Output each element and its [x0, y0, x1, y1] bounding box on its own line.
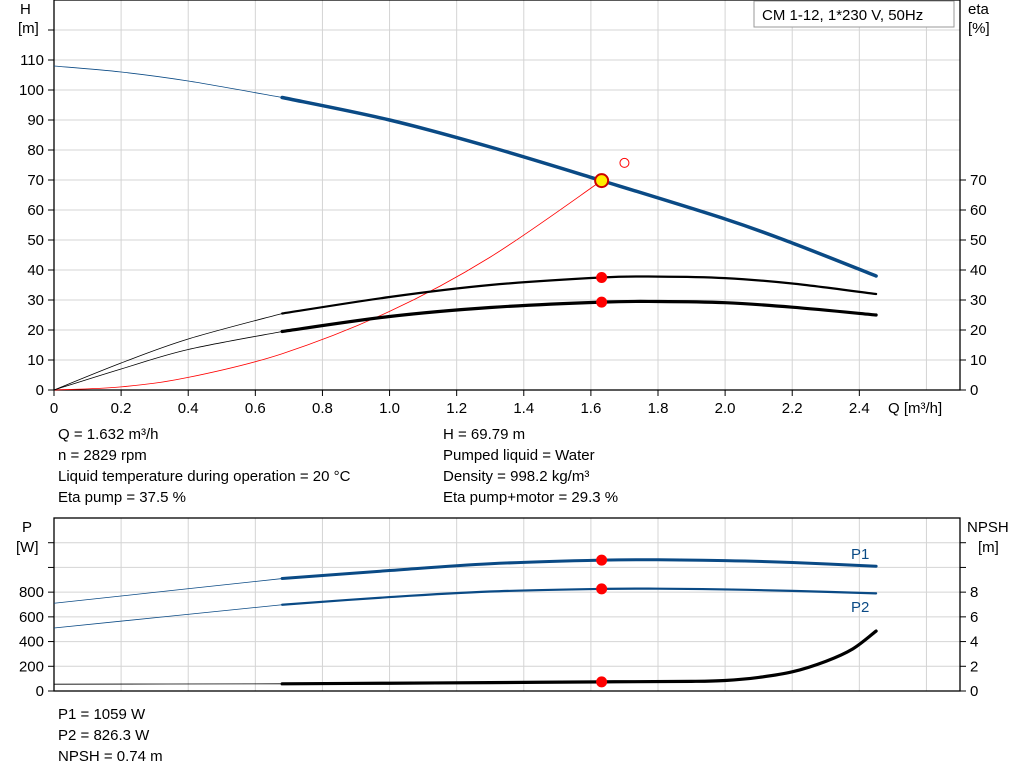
p-tick-label: 400 — [19, 634, 44, 651]
bottom-plot-frame — [53, 517, 961, 692]
info-p1: P1 = 1059 W — [58, 706, 146, 723]
p-axis-unit: [W] — [16, 539, 39, 556]
top-chart-grid — [53, 0, 961, 391]
info-density: Density = 998.2 kg/m³ — [443, 468, 589, 485]
eta-tick-label: 0 — [970, 382, 978, 399]
x-tick-label: 1.8 — [648, 400, 669, 417]
eta-pump-curve — [281, 275, 878, 315]
info-q: Q = 1.632 m³/h — [58, 426, 158, 443]
eta-tick-label: 30 — [970, 292, 987, 309]
duty-point-head — [594, 173, 610, 189]
model-label: CM 1-12, 1*230 V, 50Hz — [762, 7, 923, 24]
p1-curve-extrapolated — [53, 578, 283, 604]
curves — [53, 65, 878, 688]
requested-point-marker — [619, 157, 630, 168]
eta-tick-label: 40 — [970, 262, 987, 279]
eta-tick-label: 60 — [970, 202, 987, 219]
eta-pump-motor-curve — [280, 299, 878, 334]
duty-point-p2 — [596, 583, 608, 595]
duty-point-npsh — [596, 676, 608, 688]
p-tick-label: 0 — [36, 683, 44, 700]
h-axis-unit: [m] — [18, 20, 39, 37]
h-tick-label: 10 — [27, 352, 44, 369]
x-tick-label: 2.0 — [715, 400, 736, 417]
x-tick-label: 1.4 — [513, 400, 534, 417]
eta-tick-label: 50 — [970, 232, 987, 249]
duty-point-eta-pump — [596, 272, 608, 283]
x-tick-label: 2.2 — [782, 400, 803, 417]
model-box — [753, 0, 955, 28]
npsh-tick-label: 2 — [970, 658, 978, 675]
h-tick-label: 80 — [27, 142, 44, 159]
npsh-axis-unit: [m] — [978, 539, 999, 556]
eta-axis-unit: [%] — [968, 20, 990, 37]
eta-pump-curve-extrapolated — [53, 313, 283, 391]
npsh-tick-label: 0 — [970, 683, 978, 700]
x-tick-label: 0.4 — [178, 400, 199, 417]
eta-tick-label: 20 — [970, 322, 987, 339]
info-npsh: NPSH = 0.74 m — [58, 748, 163, 765]
x-tick-label: 1.6 — [580, 400, 601, 417]
npsh-axis-label: NPSH — [967, 519, 1009, 536]
info-eta-total: Eta pump+motor = 29.3 % — [443, 489, 618, 506]
duty-point-p1 — [596, 554, 608, 566]
eta-tick-label: 70 — [970, 172, 987, 189]
npsh-tick-label: 6 — [970, 609, 978, 626]
info-h: H = 69.79 m — [443, 426, 525, 443]
system-curve-extrapolated — [53, 180, 602, 391]
h-tick-label: 0 — [36, 382, 44, 399]
p-tick-label: 800 — [19, 584, 44, 601]
x-tick-label: 0 — [50, 400, 58, 417]
eta-tick-label: 10 — [970, 352, 987, 369]
h-tick-label: 20 — [27, 322, 44, 339]
npsh-tick-label: 4 — [970, 634, 978, 651]
x-tick-label: 0.2 — [111, 400, 132, 417]
p2-curve-extrapolated — [53, 604, 283, 629]
p2-series-label: P2 — [851, 599, 869, 616]
p-tick-label: 200 — [19, 658, 44, 675]
x-tick-label: 0.8 — [312, 400, 333, 417]
h-tick-label: 110 — [20, 52, 44, 69]
top-plot-frame — [53, 0, 961, 391]
info-liquid: Pumped liquid = Water — [443, 447, 595, 464]
h-tick-label: 100 — [19, 82, 44, 99]
x-tick-label: 1.0 — [379, 400, 400, 417]
eta-pump-motor-curve-extrapolated — [53, 331, 283, 391]
tick-labels: 0 0.2 0.4 0.6 0.8 1.0 1.2 1.4 1.6 1.8 2.0 2.2 2.4 0 10… — [19, 29, 987, 700]
h-axis-label: H — [20, 1, 31, 18]
head-curve — [280, 95, 878, 278]
p1-curve — [280, 558, 878, 581]
x-tick-label: 0.6 — [245, 400, 266, 417]
head-curve-extrapolated — [53, 65, 283, 98]
p-tick-label: 600 — [19, 609, 44, 626]
info-p2: P2 = 826.3 W — [58, 727, 150, 744]
h-tick-label: 40 — [27, 262, 44, 279]
q-axis-label: Q [m³/h] — [888, 400, 942, 417]
info-speed: n = 2829 rpm — [58, 447, 147, 464]
info-temperature: Liquid temperature during operation = 20… — [58, 468, 351, 485]
h-tick-label: 50 — [27, 232, 44, 249]
h-tick-label: 60 — [27, 202, 44, 219]
eta-axis-label: eta — [968, 1, 990, 18]
info-eta-pump: Eta pump = 37.5 % — [58, 489, 186, 506]
p1-series-label: P1 — [851, 546, 869, 563]
npsh-curve — [280, 629, 878, 686]
bottom-chart-grid — [53, 517, 961, 692]
h-tick-label: 90 — [27, 112, 44, 129]
p2-curve — [281, 587, 878, 606]
duty-point-eta-total — [596, 296, 608, 308]
h-tick-label: 70 — [27, 172, 44, 189]
h-tick-label: 30 — [27, 292, 44, 309]
x-tick-label: 2.4 — [849, 400, 870, 417]
npsh-tick-label: 8 — [970, 584, 978, 601]
p-axis-label: P — [22, 519, 32, 536]
x-tick-label: 1.2 — [446, 400, 467, 417]
